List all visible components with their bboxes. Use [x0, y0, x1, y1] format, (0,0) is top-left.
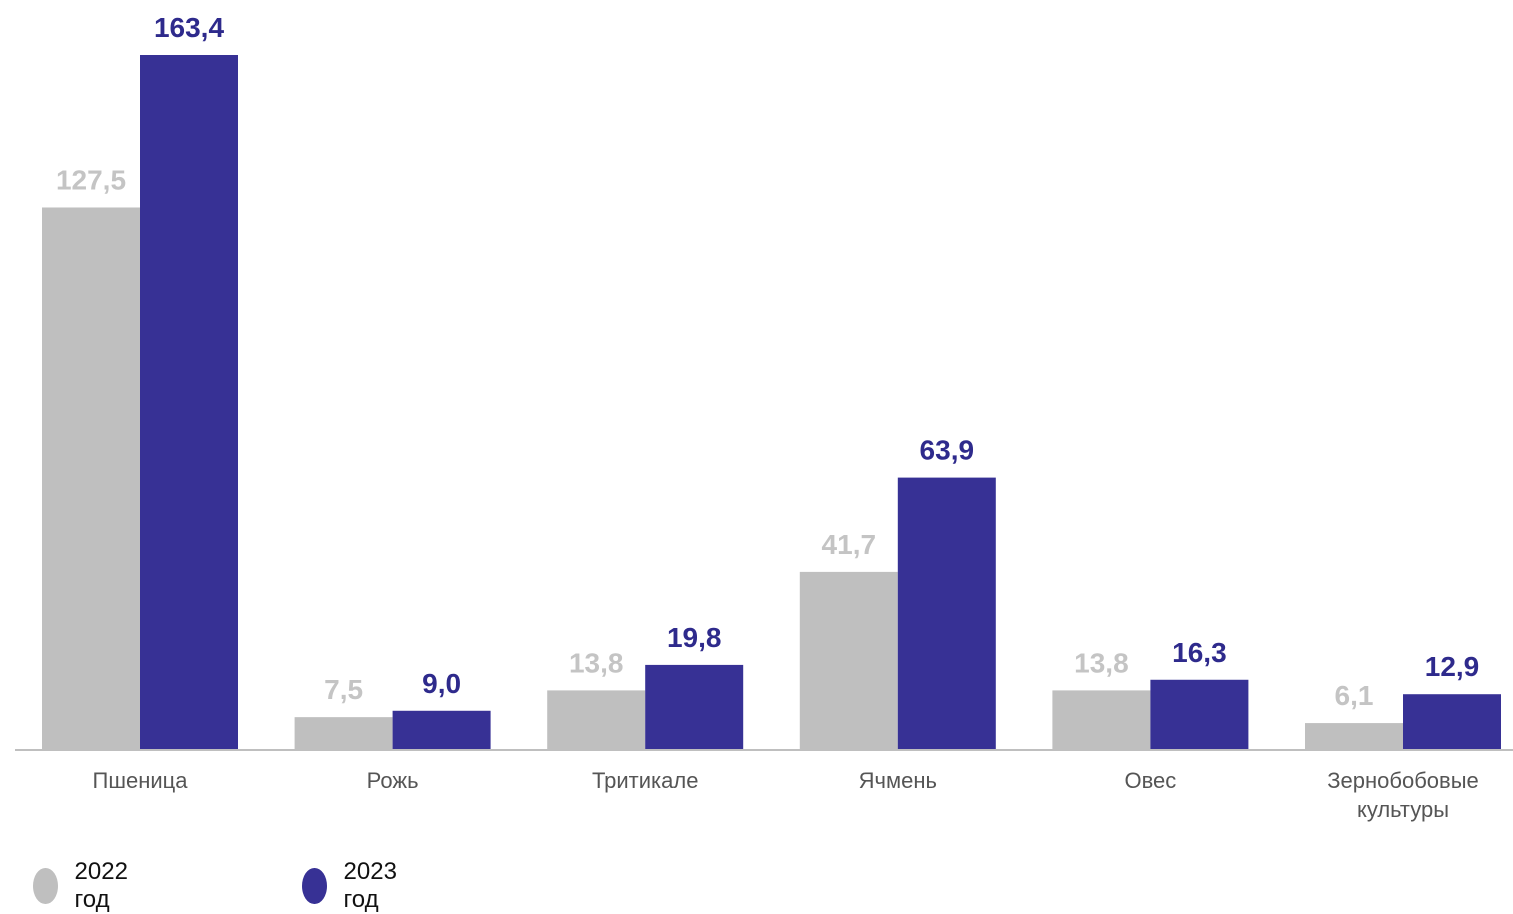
value-label-2022-год-0: 127,5 — [56, 164, 126, 195]
value-label-2022-год-3: 41,7 — [822, 529, 877, 560]
category-label-3: Ячмень — [859, 768, 937, 793]
value-label-2022-год-4: 13,8 — [1074, 647, 1129, 678]
bar-2022-год-1 — [294, 717, 393, 749]
legend-label-2022: 2022 год — [74, 858, 128, 913]
bar-2023-год-1 — [392, 710, 491, 749]
legend-label-2023: 2023 год — [343, 858, 397, 913]
bar-2023-год-0 — [140, 55, 238, 749]
bar-2022-год-3 — [799, 571, 898, 749]
value-label-2023-год-0: 163,4 — [154, 12, 224, 43]
bar-2022-год-2 — [547, 690, 646, 749]
value-label-2023-год-5: 12,9 — [1425, 651, 1480, 682]
bars-group — [42, 55, 1501, 749]
category-label-5: Зернобобовые культуры — [1327, 768, 1479, 822]
bar-chart: 127,5 163,4 7,5 9,0 13,8 19,8 41,7 63,9 13,8 16,3… — [15, 12, 1513, 822]
value-label-2023-год-2: 19,8 — [667, 622, 722, 653]
category-label-2: Тритикале — [592, 768, 699, 793]
legend-item-2023: 2023 год — [302, 858, 408, 913]
bar-2023-год-4 — [1150, 679, 1249, 749]
value-label-2022-год-5: 6,1 — [1335, 680, 1374, 711]
bar-2022-год-0 — [42, 207, 140, 749]
category-labels-group: Пшеница Рожь Тритикале Ячмень Овес Зернобобов… — [93, 768, 1479, 822]
value-label-2022-год-2: 13,8 — [569, 647, 624, 678]
bar-2023-год-2 — [645, 664, 744, 749]
value-label-2023-год-4: 16,3 — [1172, 637, 1227, 668]
value-labels-group: 127,5 163,4 7,5 9,0 13,8 19,8 41,7 63,9 13,8 16,3… — [56, 12, 1479, 711]
value-label-2023-год-1: 9,0 — [422, 668, 461, 699]
bar-2022-год-4 — [1052, 690, 1151, 749]
category-label-4: Овес — [1125, 768, 1177, 793]
category-label-0: Пшеница — [93, 768, 189, 793]
legend-dot-2023-icon — [302, 868, 327, 904]
bar-2022-год-5 — [1305, 723, 1403, 749]
bar-2023-год-3 — [897, 477, 996, 749]
legend-dot-2022-icon — [33, 868, 58, 904]
legend-item-2022: 2022 год — [33, 858, 139, 913]
category-label-1: Рожь — [367, 768, 419, 793]
bar-2023-год-5 — [1403, 694, 1501, 749]
value-label-2023-год-3: 63,9 — [920, 435, 975, 466]
value-label-2022-год-1: 7,5 — [324, 674, 363, 705]
